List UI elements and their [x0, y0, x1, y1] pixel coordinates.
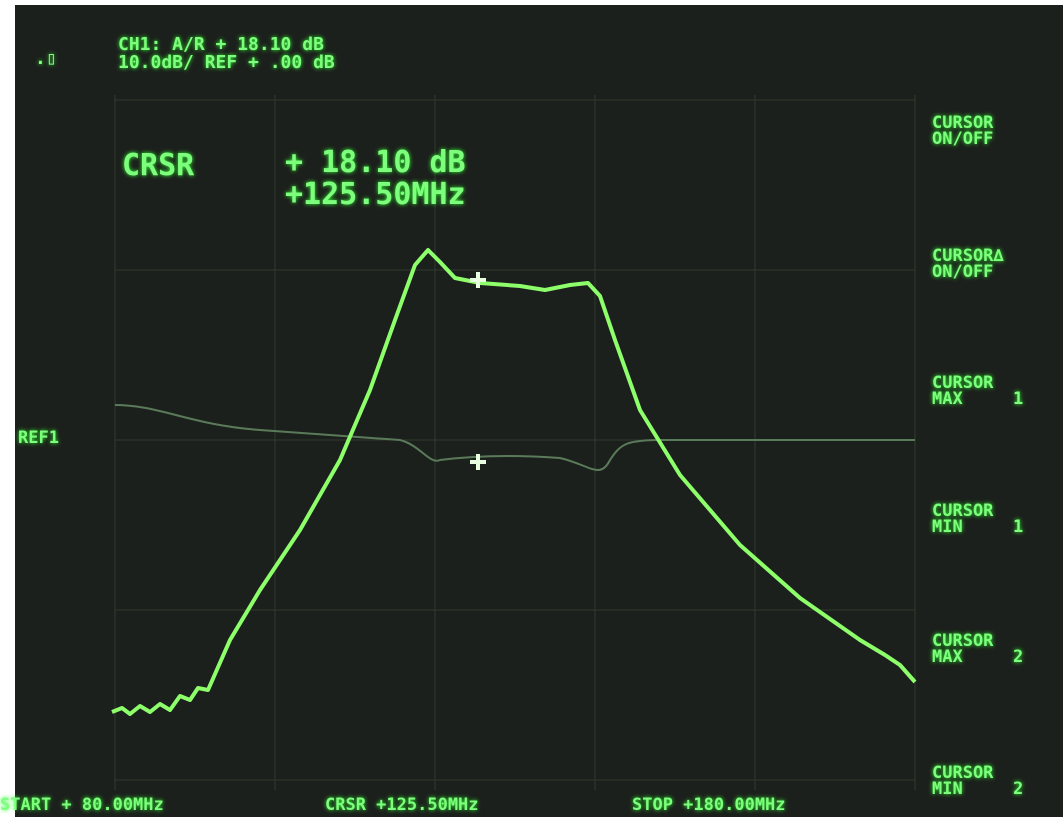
softkey[interactable]: CURSOR MIN 1 — [932, 503, 1050, 535]
reference-trace — [115, 405, 915, 470]
cursor-level: + 18.10 dB — [285, 148, 466, 178]
graticule — [115, 95, 915, 790]
softkey[interactable]: CURSOR∆ ON/OFF — [932, 248, 1050, 280]
softkey[interactable]: CURSOR MIN 2 — [932, 765, 1050, 797]
softkey[interactable]: CURSOR MAX 2 — [932, 633, 1050, 665]
scale-readout: 10.0dB/ REF + .00 dB — [118, 54, 335, 72]
analyzer-screen: .▯ CH1: A/R + 18.10 dB 10.0dB/ REF + .00… — [0, 0, 1063, 822]
cursor-frequency-footer: CRSR +125.50MHz — [325, 795, 479, 815]
softkey[interactable]: CURSOR ON/OFF — [932, 115, 1050, 147]
measurement-trace — [112, 250, 915, 714]
cursor-frequency: +125.50MHz — [285, 180, 466, 210]
channel-icon: .▯ — [35, 48, 57, 69]
stop-frequency: STOP +180.00MHz — [632, 795, 786, 815]
trace-area — [0, 0, 1063, 822]
reference-label: REF1 — [18, 428, 59, 448]
start-frequency: START + 80.00MHz — [0, 795, 164, 815]
cursor-label: CRSR — [122, 148, 194, 183]
softkey[interactable]: CURSOR MAX 1 — [932, 375, 1050, 407]
